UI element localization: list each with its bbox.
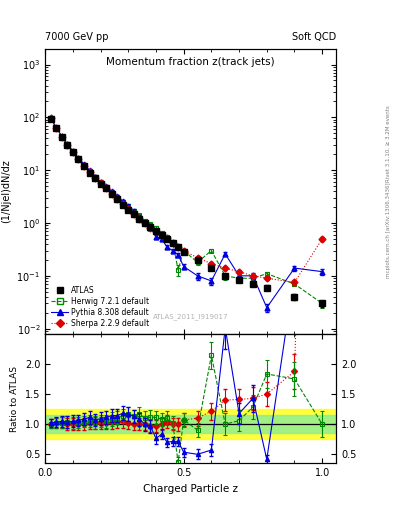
- Text: Soft QCD: Soft QCD: [292, 32, 336, 41]
- Text: Momentum fraction z(track jets): Momentum fraction z(track jets): [106, 57, 275, 67]
- Text: mcplots.cern.ch [arXiv:1306.3436]: mcplots.cern.ch [arXiv:1306.3436]: [386, 183, 391, 278]
- Legend: ATLAS, Herwig 7.2.1 default, Pythia 8.308 default, Sherpa 2.2.9 default: ATLAS, Herwig 7.2.1 default, Pythia 8.30…: [49, 284, 152, 330]
- Y-axis label: Ratio to ATLAS: Ratio to ATLAS: [10, 366, 19, 432]
- X-axis label: Charged Particle z: Charged Particle z: [143, 484, 238, 494]
- Text: 7000 GeV pp: 7000 GeV pp: [45, 32, 109, 41]
- Text: Rivet 3.1.10, ≥ 3.2M events: Rivet 3.1.10, ≥ 3.2M events: [386, 105, 391, 182]
- Text: ATLAS_2011_I919017: ATLAS_2011_I919017: [153, 313, 228, 319]
- Y-axis label: (1/Njel)dN/dz: (1/Njel)dN/dz: [1, 159, 11, 223]
